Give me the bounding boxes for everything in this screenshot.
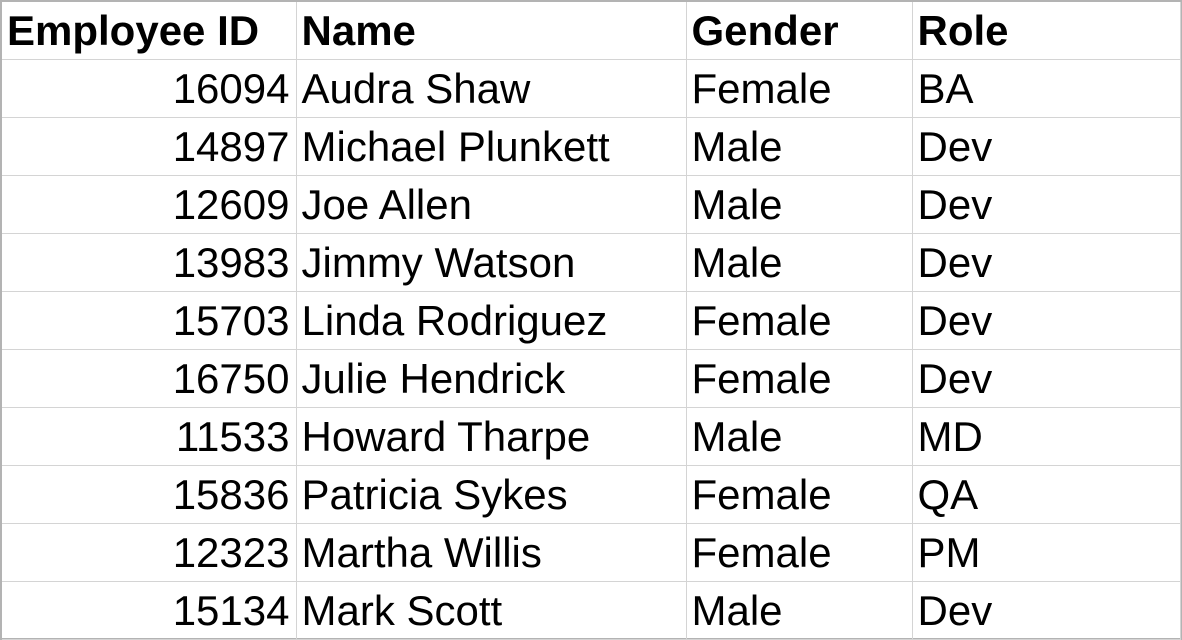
cell-gender[interactable]: Male	[685, 407, 913, 466]
cell-gender[interactable]: Female	[685, 523, 913, 582]
table-row: 15703 Linda Rodriguez Female Dev	[2, 291, 1181, 350]
cell-gender[interactable]: Female	[685, 465, 913, 524]
cell-employee-id[interactable]: 11533	[2, 407, 297, 466]
cell-employee-id[interactable]: 13983	[2, 233, 297, 292]
cell-name[interactable]: Michael Plunkett	[295, 117, 687, 176]
cell-gender[interactable]: Female	[685, 291, 913, 350]
table-row: 12609 Joe Allen Male Dev	[2, 175, 1181, 234]
cell-employee-id[interactable]: 12323	[2, 523, 297, 582]
cell-employee-id[interactable]: 15836	[2, 465, 297, 524]
cell-role[interactable]: MD	[911, 407, 1181, 466]
cell-role[interactable]: QA	[911, 465, 1181, 524]
cell-name[interactable]: Mark Scott	[295, 581, 687, 640]
table-row: 14897 Michael Plunkett Male Dev	[2, 117, 1181, 176]
header-cell-role[interactable]: Role	[911, 2, 1181, 60]
header-cell-employee-id[interactable]: Employee ID	[2, 2, 297, 60]
table-row: 15836 Patricia Sykes Female QA	[2, 465, 1181, 524]
cell-name[interactable]: Joe Allen	[295, 175, 687, 234]
cell-gender[interactable]: Male	[685, 175, 913, 234]
cell-name[interactable]: Julie Hendrick	[295, 349, 687, 408]
cell-name[interactable]: Howard Tharpe	[295, 407, 687, 466]
cell-employee-id[interactable]: 16750	[2, 349, 297, 408]
cell-employee-id[interactable]: 15703	[2, 291, 297, 350]
header-cell-name[interactable]: Name	[295, 2, 687, 60]
cell-employee-id[interactable]: 15134	[2, 581, 297, 640]
cell-gender[interactable]: Female	[685, 59, 913, 118]
cell-name[interactable]: Martha Willis	[295, 523, 687, 582]
cell-name[interactable]: Linda Rodriguez	[295, 291, 687, 350]
cell-employee-id[interactable]: 12609	[2, 175, 297, 234]
table-row: 16750 Julie Hendrick Female Dev	[2, 349, 1181, 408]
cell-gender[interactable]: Male	[685, 581, 913, 640]
cell-role[interactable]: Dev	[911, 349, 1181, 408]
cell-role[interactable]: PM	[911, 523, 1181, 582]
table-row: 16094 Audra Shaw Female BA	[2, 59, 1181, 118]
cell-role[interactable]: Dev	[911, 175, 1181, 234]
header-cell-gender[interactable]: Gender	[685, 2, 913, 60]
cell-role[interactable]: BA	[911, 59, 1181, 118]
cell-name[interactable]: Jimmy Watson	[295, 233, 687, 292]
table-row: 11533 Howard Tharpe Male MD	[2, 407, 1181, 466]
cell-gender[interactable]: Female	[685, 349, 913, 408]
header-row: Employee ID Name Gender Role	[2, 2, 1181, 60]
cell-employee-id[interactable]: 16094	[2, 59, 297, 118]
cell-role[interactable]: Dev	[911, 291, 1181, 350]
cell-role[interactable]: Dev	[911, 581, 1181, 640]
table-row: 12323 Martha Willis Female PM	[2, 523, 1181, 582]
cell-role[interactable]: Dev	[911, 233, 1181, 292]
cell-gender[interactable]: Male	[685, 117, 913, 176]
cell-name[interactable]: Patricia Sykes	[295, 465, 687, 524]
table-row: 15134 Mark Scott Male Dev	[2, 581, 1181, 640]
cell-gender[interactable]: Male	[685, 233, 913, 292]
cell-role[interactable]: Dev	[911, 117, 1181, 176]
cell-employee-id[interactable]: 14897	[2, 117, 297, 176]
table-row: 13983 Jimmy Watson Male Dev	[2, 233, 1181, 292]
cell-name[interactable]: Audra Shaw	[295, 59, 687, 118]
